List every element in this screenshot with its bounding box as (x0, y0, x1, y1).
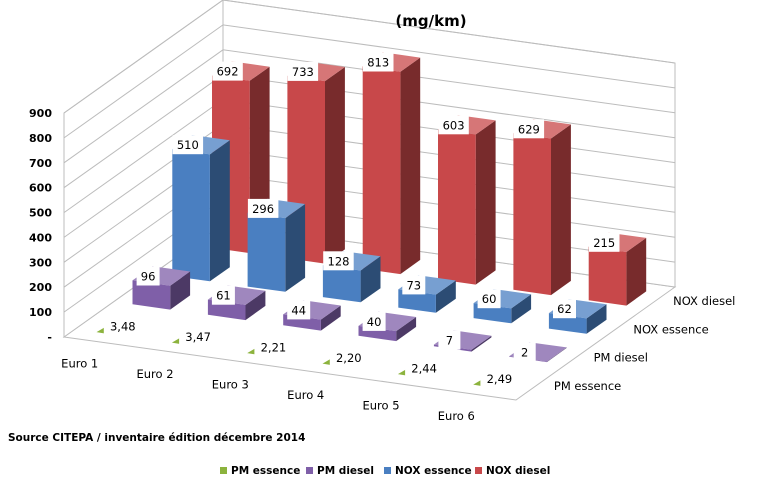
svg-text:73: 73 (406, 278, 421, 292)
y-tick-label: 100 (29, 306, 52, 319)
svg-text:629: 629 (518, 122, 540, 136)
svg-text:128: 128 (328, 254, 350, 268)
data-label: 61 (211, 285, 235, 305)
data-label: 7 (438, 330, 461, 350)
category-label: Euro 4 (287, 388, 324, 402)
data-label: 2,49 (480, 369, 519, 389)
series-label: NOX diesel (673, 294, 735, 308)
legend-item: NOX essence (384, 465, 472, 477)
category-label: Euro 3 (212, 377, 249, 391)
y-tick-label: 900 (29, 107, 52, 120)
data-label: 733 (287, 61, 319, 81)
data-label: 813 (363, 52, 394, 72)
svg-text:3,47: 3,47 (185, 330, 211, 344)
gridline (63, 49, 676, 164)
data-label: 2 (513, 342, 536, 362)
y-tick-label: 200 (29, 281, 52, 294)
svg-text:692: 692 (217, 65, 239, 79)
y-tick-label: 300 (29, 256, 52, 269)
gridline (63, 0, 676, 114)
data-label: 73 (402, 275, 426, 295)
chart-axis-labels: 692 733 813 603 629 215 510 296 128 73 60 62 96 61 44 4… (29, 52, 735, 423)
category-label: Euro 2 (136, 367, 173, 381)
legend-item: PM essence (220, 465, 300, 477)
series-label: PM essence (554, 379, 621, 393)
data-label: 62 (553, 299, 576, 319)
svg-text:215: 215 (593, 236, 615, 250)
svg-text:603: 603 (443, 118, 465, 132)
svg-text:40: 40 (367, 315, 382, 329)
svg-text:3,48: 3,48 (110, 320, 136, 334)
y-tick-label: - (47, 331, 52, 344)
data-label: 692 (212, 61, 243, 81)
data-label: 40 (362, 311, 386, 331)
bar (438, 115, 496, 285)
chart-legend: PM essence PM diesel NOX essence NOX diesel (220, 465, 550, 477)
svg-text:96: 96 (141, 270, 156, 284)
y-tick-label: 500 (29, 207, 52, 220)
data-label: 44 (287, 300, 311, 320)
svg-text:61: 61 (216, 289, 231, 303)
data-label: 2,20 (329, 348, 368, 368)
svg-text:60: 60 (482, 292, 497, 306)
chart-title: (mg/km) (395, 12, 466, 30)
svg-text:PM essence: PM essence (231, 465, 300, 477)
svg-text:296: 296 (252, 202, 274, 216)
svg-text:NOX essence: NOX essence (395, 465, 472, 477)
y-tick-label: 700 (29, 157, 52, 170)
y-tick-label: 600 (29, 182, 52, 195)
data-label: 3,47 (179, 327, 218, 347)
data-label: 3,48 (103, 316, 142, 336)
data-label: 2,44 (405, 358, 444, 378)
legend-item: NOX diesel (475, 465, 550, 477)
data-label: 603 (438, 115, 469, 135)
svg-text:2: 2 (521, 345, 528, 359)
svg-text:2,44: 2,44 (411, 362, 437, 376)
svg-text:733: 733 (292, 65, 314, 79)
data-label: 96 (136, 266, 160, 286)
svg-text:NOX diesel: NOX diesel (486, 465, 550, 477)
svg-text:PM diesel: PM diesel (317, 465, 374, 477)
series-label: PM diesel (594, 351, 648, 365)
series-label: NOX essence (633, 322, 708, 336)
y-tick-label: 800 (29, 132, 52, 145)
svg-text:510: 510 (177, 138, 199, 152)
gridline (63, 24, 676, 139)
category-label: Euro 1 (61, 356, 98, 370)
legend-item: PM diesel (306, 465, 374, 477)
bar (513, 119, 571, 296)
chart-source: Source CITEPA / inventaire édition décem… (8, 432, 305, 444)
data-label: 60 (477, 289, 501, 309)
bar (172, 135, 230, 282)
svg-text:813: 813 (367, 56, 389, 70)
data-label: 215 (589, 232, 620, 252)
data-label: 629 (513, 119, 545, 139)
data-label: 128 (323, 251, 354, 271)
svg-text:62: 62 (557, 302, 572, 316)
data-label: 296 (247, 198, 279, 218)
svg-text:2,21: 2,21 (261, 341, 287, 355)
svg-text:2,20: 2,20 (336, 351, 362, 365)
data-label: 2,21 (254, 337, 293, 357)
svg-text:44: 44 (291, 303, 306, 317)
data-label: 510 (172, 135, 204, 155)
svg-text:2,49: 2,49 (487, 372, 513, 386)
category-label: Euro 6 (438, 409, 475, 423)
svg-text:7: 7 (446, 334, 453, 348)
y-tick-label: 400 (29, 231, 52, 244)
bar (362, 52, 421, 275)
category-label: Euro 5 (362, 398, 399, 412)
